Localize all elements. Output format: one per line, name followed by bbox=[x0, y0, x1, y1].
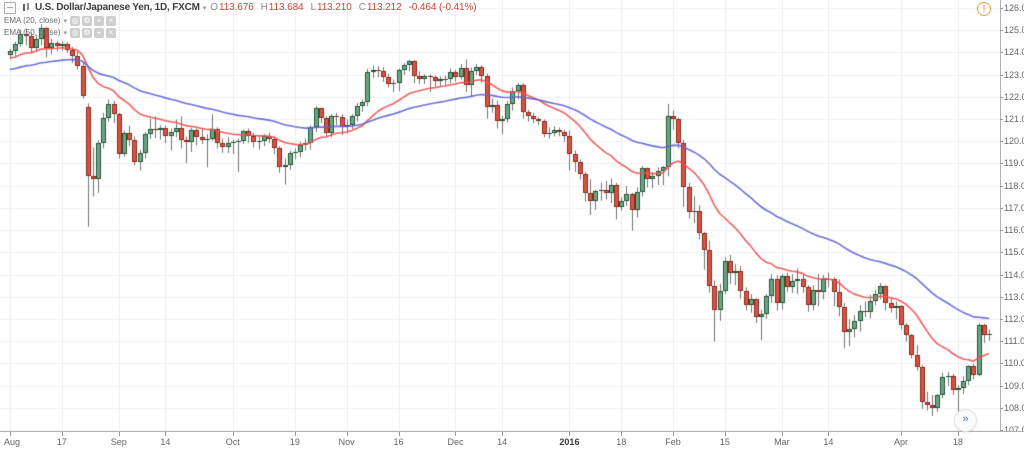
time-axis-tick bbox=[782, 432, 783, 436]
add-icon[interactable]: + bbox=[93, 15, 104, 26]
low-value: L113.210 bbox=[310, 2, 352, 13]
price-axis-label: 121.000 bbox=[1000, 114, 1024, 124]
time-axis-tick bbox=[673, 432, 674, 436]
time-axis-tick bbox=[621, 432, 622, 436]
high-value: H113.684 bbox=[260, 2, 304, 13]
chart-header: U.S. Dollar/Japanese Yen, 1D, FXCM ▾ O11… bbox=[4, 1, 477, 14]
time-axis-label: 14 bbox=[497, 437, 508, 447]
time-axis-label: 16 bbox=[393, 437, 404, 447]
time-axis[interactable]: Aug 17 Sep 14 Oct 19 Nov 16 Dec 14 2016 18 Feb 15 Mar 1… bbox=[0, 431, 1024, 451]
time-axis-label: Feb bbox=[665, 437, 681, 447]
time-axis-label: 17 bbox=[56, 437, 67, 447]
ema20-label[interactable]: EMA (20, close) bbox=[4, 16, 61, 25]
time-axis-label: 18 bbox=[952, 437, 963, 447]
price-axis-label: 115.000 bbox=[1000, 247, 1024, 257]
time-axis-tick bbox=[119, 432, 120, 436]
time-axis-label: 14 bbox=[823, 437, 834, 447]
indicator-row-ema50: EMA (50, close) ▾ ◎ ⚙ + × bbox=[4, 27, 116, 38]
price-axis-label: 118.000 bbox=[1000, 181, 1024, 191]
time-axis-tick bbox=[165, 432, 166, 436]
settings-icon[interactable]: ⚙ bbox=[81, 27, 92, 38]
price-axis-label: 114.000 bbox=[1000, 270, 1024, 280]
price-axis[interactable]: 107.000 108.000 109.000 110.000 111.000 112.0… bbox=[999, 0, 1024, 435]
symbol-title[interactable]: U.S. Dollar/Japanese Yen, 1D, FXCM bbox=[35, 2, 200, 13]
price-axis-label: 116.000 bbox=[1000, 225, 1024, 235]
chevron-down-icon[interactable]: ▾ bbox=[63, 29, 67, 37]
change-value: -0.464 (-0.41%) bbox=[408, 2, 477, 13]
price-axis-label: 107.000 bbox=[1000, 425, 1024, 435]
chevron-down-icon[interactable]: ▾ bbox=[202, 4, 207, 12]
time-axis-tick bbox=[455, 432, 456, 436]
time-axis-tick bbox=[901, 432, 902, 436]
add-icon[interactable]: + bbox=[93, 27, 104, 38]
price-axis-label: 123.000 bbox=[1000, 70, 1024, 80]
time-axis-tick bbox=[828, 432, 829, 436]
hide-icon[interactable]: ◎ bbox=[69, 27, 80, 38]
price-axis-label: 110.000 bbox=[1000, 358, 1024, 368]
time-axis-label: 19 bbox=[289, 437, 300, 447]
ema50-label[interactable]: EMA (50, close) bbox=[4, 28, 61, 37]
time-axis-label: 14 bbox=[160, 437, 171, 447]
price-chart[interactable] bbox=[0, 0, 1000, 431]
chevron-down-icon[interactable]: ▾ bbox=[63, 17, 67, 25]
remove-icon[interactable]: × bbox=[105, 27, 116, 38]
time-axis-tick bbox=[347, 432, 348, 436]
time-axis-tick bbox=[569, 432, 570, 436]
time-axis-tick bbox=[295, 432, 296, 436]
time-axis-label: Nov bbox=[338, 437, 355, 447]
price-axis-label: 108.000 bbox=[1000, 403, 1024, 413]
time-axis-label: Apr bbox=[893, 437, 908, 447]
open-value: O113.676 bbox=[210, 2, 254, 13]
price-axis-label: 126.000 bbox=[1000, 3, 1024, 13]
price-axis-label: 111.000 bbox=[999, 336, 1024, 346]
price-axis-label: 120.000 bbox=[1000, 136, 1024, 146]
price-axis-label: 117.000 bbox=[1000, 203, 1024, 213]
time-axis-tick bbox=[725, 432, 726, 436]
price-axis-label: 125.000 bbox=[1000, 25, 1024, 35]
time-axis-tick bbox=[502, 432, 503, 436]
time-axis-label: Sep bbox=[110, 437, 127, 447]
time-axis-label: Dec bbox=[447, 437, 464, 447]
price-axis-label: 109.000 bbox=[1000, 381, 1024, 391]
time-axis-label: Aug bbox=[3, 437, 21, 447]
indicator-actions: ◎ ⚙ + × bbox=[69, 27, 116, 38]
time-axis-label: 2016 bbox=[559, 437, 580, 447]
price-axis-label: 112.000 bbox=[1000, 314, 1024, 324]
time-axis-label: Oct bbox=[225, 437, 240, 447]
time-axis-label: Mar bbox=[774, 437, 790, 447]
time-axis-tick bbox=[10, 432, 11, 436]
collapse-panel-icon[interactable] bbox=[4, 1, 16, 14]
price-axis-label: 119.000 bbox=[1000, 158, 1024, 168]
indicator-row-ema20: EMA (20, close) ▾ ◎ ⚙ + × bbox=[4, 15, 116, 26]
time-axis-tick bbox=[62, 432, 63, 436]
price-axis-label: 122.000 bbox=[1000, 92, 1024, 102]
alert-icon[interactable]: ! bbox=[977, 2, 991, 16]
price-axis-label: 113.000 bbox=[1000, 292, 1024, 302]
settings-icon[interactable]: ⚙ bbox=[81, 15, 92, 26]
close-value: C113.212 bbox=[358, 2, 402, 13]
time-axis-label: 18 bbox=[616, 437, 627, 447]
ohlc-readout: O113.676 H113.684 L113.210 C113.212 -0.4… bbox=[210, 2, 476, 13]
price-axis-label: 124.000 bbox=[1000, 47, 1024, 57]
scroll-to-latest-button[interactable]: » bbox=[954, 409, 977, 432]
time-axis-tick bbox=[233, 432, 234, 436]
indicator-actions: ◎ ⚙ + × bbox=[69, 15, 116, 26]
time-axis-tick bbox=[958, 432, 959, 436]
remove-icon[interactable]: × bbox=[105, 15, 116, 26]
hide-icon[interactable]: ◎ bbox=[69, 15, 80, 26]
candlestick-series-icon bbox=[22, 2, 31, 13]
time-axis-label: 15 bbox=[719, 437, 730, 447]
time-axis-tick bbox=[399, 432, 400, 436]
